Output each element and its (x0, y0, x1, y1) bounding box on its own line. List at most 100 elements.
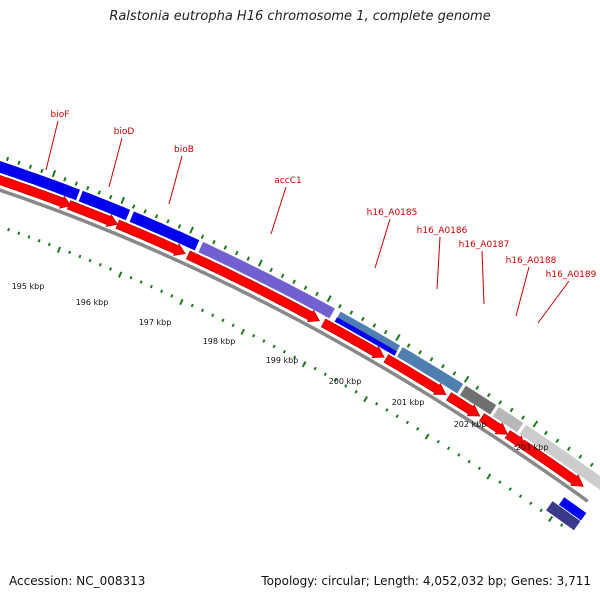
tick-mark (7, 227, 11, 232)
tick-mark (518, 494, 523, 498)
tick-mark (424, 433, 430, 440)
cog-band (491, 405, 525, 434)
cds-arrow (446, 392, 481, 417)
tick-mark (477, 466, 482, 471)
tick-mark (37, 238, 41, 243)
tick-mark (463, 375, 470, 383)
tick-mark (467, 459, 471, 464)
tick-mark (508, 487, 512, 491)
tick-mark (547, 515, 554, 522)
tick-mark (17, 160, 21, 166)
tick-mark (326, 295, 332, 303)
cds-arrow (185, 250, 320, 323)
tick-mark (566, 446, 571, 451)
gene-labels: bioF bioD bioB accC1 h16_A0185 h16_A0186 h16_A… (51, 110, 597, 280)
tick-mark (154, 214, 159, 219)
gene-label: bioB (174, 145, 194, 155)
outer-tick-marks (5, 156, 594, 468)
gene-label: bioF (51, 110, 70, 120)
tick-mark (349, 310, 354, 315)
cog-band (197, 240, 336, 320)
cds-arrow (66, 200, 119, 228)
tick-mark (560, 523, 564, 527)
cds-arrow (504, 430, 524, 448)
tick-mark (47, 242, 51, 247)
tick-mark (338, 304, 342, 309)
tick-mark (28, 164, 33, 170)
tick-mark (246, 256, 251, 261)
tick-mark (74, 181, 78, 186)
tick-mark (129, 275, 133, 280)
tick-mark (360, 316, 365, 322)
tick-mark (179, 298, 184, 306)
leader-line (515, 266, 530, 317)
tick-mark (78, 254, 82, 259)
tick-mark (160, 289, 164, 294)
tick-mark (457, 453, 461, 457)
cds-arrow (0, 175, 72, 209)
tick-mark (475, 385, 480, 390)
tick-mark (223, 245, 228, 250)
tick-mark (166, 219, 170, 224)
tick-mark (429, 357, 434, 362)
tick-mark (521, 415, 526, 420)
cog-feature-track (0, 160, 600, 532)
tick-mark (544, 430, 548, 436)
tick-mark (170, 294, 174, 298)
tick-mark (17, 231, 21, 235)
leader-line (374, 218, 391, 269)
cog-band (518, 423, 600, 491)
tick-mark (313, 366, 317, 371)
tick-mark (97, 190, 101, 195)
leader-line (108, 137, 123, 188)
tick-mark (189, 226, 194, 234)
tick-mark (539, 508, 543, 513)
tick-mark (68, 250, 72, 255)
cog-band (0, 160, 82, 202)
tick-mark (315, 291, 319, 297)
scale-label: 203 kbp (516, 443, 549, 452)
tick-mark (257, 259, 263, 267)
leader-line (436, 236, 441, 290)
tick-mark (555, 438, 560, 444)
gene-label: h16_A0187 (459, 240, 510, 250)
leader-line (45, 120, 59, 171)
tick-mark (200, 308, 205, 313)
inner-tick-marks (7, 227, 564, 527)
tick-mark (63, 177, 67, 182)
scale-label: 201 kbp (392, 398, 425, 407)
cog-band (544, 500, 582, 532)
cog-band (395, 346, 465, 395)
scale-label: 199 kbp (266, 356, 299, 365)
cds-arrow (383, 354, 447, 395)
tick-mark (589, 462, 594, 468)
tick-mark (486, 473, 492, 480)
tick-mark (5, 156, 10, 162)
tick-mark (498, 480, 502, 484)
tick-mark (293, 355, 297, 360)
tick-mark (406, 343, 411, 348)
scale-label: 198 kbp (203, 337, 236, 346)
genome-backbone (0, 188, 589, 503)
tick-mark (529, 501, 533, 506)
gene-label: accC1 (274, 176, 301, 186)
gene-label-leaders (45, 120, 570, 324)
tick-mark (383, 329, 388, 335)
gene-label: h16_A0186 (417, 226, 468, 236)
tick-mark (118, 271, 123, 278)
scale-labels: 195 kbp 196 kbp 197 kbp 198 kbp 199 kbp 200 k… (12, 282, 549, 452)
tick-mark (139, 280, 143, 284)
gene-label: h16_A0188 (506, 256, 557, 266)
tick-mark (211, 313, 215, 318)
tick-mark (344, 384, 348, 388)
cds-arrow (518, 439, 584, 487)
tick-mark (578, 454, 583, 459)
tick-mark (363, 396, 369, 403)
tick-mark (269, 267, 273, 273)
tick-mark (436, 439, 440, 444)
cds-arrow (115, 219, 186, 256)
cog-band (77, 189, 132, 222)
tick-mark (120, 196, 126, 205)
tick-mark (252, 333, 256, 338)
scale-label: 197 kbp (139, 318, 172, 327)
